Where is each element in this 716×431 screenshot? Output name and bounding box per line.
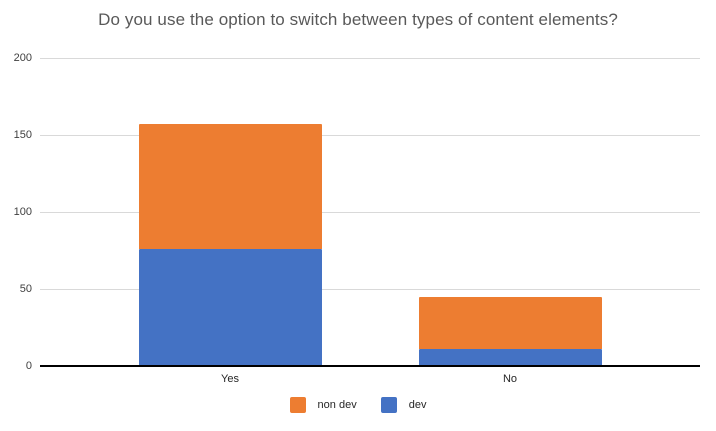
x-category-label-yes: Yes bbox=[221, 373, 239, 385]
chart-title: Do you use the option to switch between … bbox=[98, 10, 618, 29]
legend-swatch-non-dev bbox=[289, 397, 306, 413]
y-tick-label-150: 150 bbox=[13, 129, 32, 141]
y-tick-label-200: 200 bbox=[13, 52, 32, 64]
y-tick-label-0: 0 bbox=[25, 360, 32, 372]
bar-segment-dev-no bbox=[418, 349, 602, 366]
gridline-150 bbox=[40, 134, 700, 136]
y-tick-label-50: 50 bbox=[19, 283, 32, 295]
y-tick-label-100: 100 bbox=[13, 206, 32, 218]
bar-segment-non-dev-no bbox=[418, 296, 602, 350]
gridline-200 bbox=[40, 57, 700, 59]
legend-label-dev: dev bbox=[408, 399, 427, 411]
bar-segment-non-dev-yes bbox=[138, 124, 322, 249]
legend-label-non-dev: non dev bbox=[317, 399, 357, 411]
x-axis-line bbox=[40, 365, 700, 367]
legend-item-dev: dev bbox=[380, 397, 427, 413]
gridline-50 bbox=[40, 288, 700, 290]
legend-swatch-dev bbox=[380, 397, 397, 413]
legend: non dev dev bbox=[0, 397, 716, 413]
bar-segment-dev-yes bbox=[138, 248, 322, 366]
gridline-100 bbox=[40, 211, 700, 213]
plot-area: 0 50 100 150 200 Yes No bbox=[14, 52, 700, 385]
legend-item-non-dev: non dev bbox=[289, 397, 357, 413]
x-category-label-no: No bbox=[502, 373, 518, 385]
